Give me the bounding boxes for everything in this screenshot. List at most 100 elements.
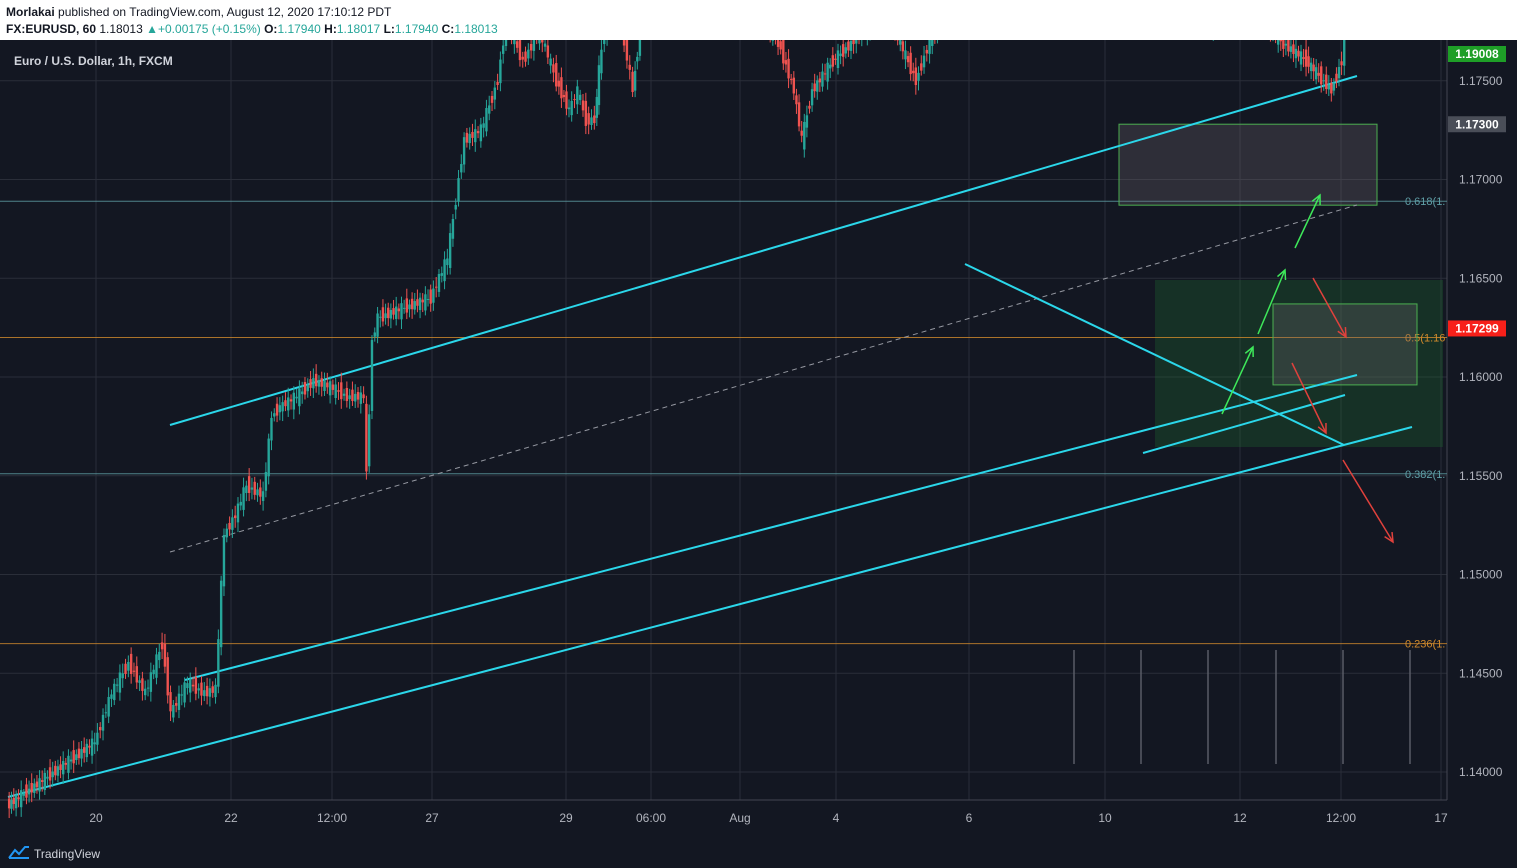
high-label: H: [324,22,337,36]
candle-body [387,307,390,319]
quote-line: FX:EURUSD, 60 1.18013 ▲+0.00175 (+0.15%)… [6,22,498,36]
candle-body [1327,84,1330,90]
x-tick-label: 12:00 [317,811,347,825]
publication-line: Morlakai published on TradingView.com, A… [6,5,391,19]
candle-body [115,684,119,686]
candle-body [183,682,186,703]
price-marker-mid: 1.17300 [1455,117,1499,131]
candle-body [189,679,192,693]
candle-body [20,790,23,808]
candle-body [562,94,566,98]
candle-body [186,683,189,689]
candle-body [901,41,905,52]
candle-body [829,64,832,69]
candle-body [75,754,78,761]
candle-body [10,799,13,809]
candle-body [320,378,323,387]
candle-body [129,653,133,675]
candle-body [565,91,568,109]
chart-area[interactable]: 1.14000 1.14500 1.15000 1.15500 1.16000 1.165… [0,40,1517,840]
y-tick-label: 1.17000 [1459,173,1503,187]
candle-body [587,113,590,125]
candle-body [581,100,585,111]
candle-body [17,797,20,800]
candle-body [813,83,816,92]
candle-body [389,309,393,319]
candle-body [852,40,855,45]
candle-body [920,63,923,71]
candle-body [14,795,18,809]
candle-body [217,639,220,687]
candle-body [570,100,573,116]
candle-body [633,70,637,91]
candle-body [454,204,457,210]
candle-body [485,107,488,132]
x-tick-label: 17 [1434,811,1448,825]
candle-body [397,308,401,312]
candle-body [373,332,376,337]
candle-body [1309,62,1313,72]
candle-body [144,688,147,696]
y-tick-label: 1.15500 [1459,469,1503,483]
candle-body [107,696,110,717]
candle-body [1337,66,1341,79]
trendline-down [964,263,1345,446]
candle-body [149,672,153,692]
candle-body [40,780,44,782]
candle-body [1307,56,1310,67]
candle-body [593,115,596,124]
candle-body [1322,80,1325,82]
candle-body [527,49,530,59]
candle-body [457,178,460,202]
candle-body [208,688,212,697]
candle-body [337,390,340,392]
candle-body [287,397,290,411]
candle-body [474,129,477,143]
candle-body [800,130,803,136]
candle-body [194,676,198,694]
trendline-inner [1142,394,1346,454]
candle-body [110,694,113,699]
candle-body [323,380,326,392]
candle-body [67,755,70,773]
candle-body [776,40,780,47]
candle-body [300,391,304,395]
fib-level-label: 0.5(1.16 [1405,333,1445,345]
candle-body [839,53,842,57]
candle-body [1340,61,1343,66]
candle-body [432,288,435,303]
candle-body [440,273,443,276]
candle-body [30,782,33,793]
candle-body [1312,64,1315,72]
candle-body [1289,46,1293,52]
candle-body [93,742,96,745]
candle-body [584,100,588,126]
candle-body [638,40,642,56]
candle-body [416,299,419,306]
candle-body [253,481,256,495]
tradingview-brand[interactable]: TradingView [34,847,101,861]
candle-body [1292,44,1295,54]
price-chart[interactable]: 1.14000 1.14500 1.15000 1.15500 1.16000 1.165… [0,40,1517,840]
candle-body [513,40,516,45]
arrow-down-3-head [1384,531,1394,544]
candle-body [245,485,248,494]
candle-body [236,503,240,523]
candle-body [312,378,315,389]
x-tick-label: 22 [224,811,238,825]
x-tick-label: 20 [89,811,103,825]
candle-body [1330,82,1333,94]
author-name[interactable]: Morlakai [6,5,55,19]
candle-body [1294,48,1298,59]
candle-body [138,680,141,683]
candle-body [54,765,57,776]
candle-body [331,384,335,390]
candle-body [205,685,209,697]
chart-title: Euro / U.S. Dollar, 1h, FXCM [14,54,173,68]
arrow-down-3 [1342,459,1394,543]
candle-body [818,78,822,83]
candle-body [782,40,785,64]
candle-body [576,86,579,105]
candle-body [521,56,524,60]
candle-body [33,783,36,793]
